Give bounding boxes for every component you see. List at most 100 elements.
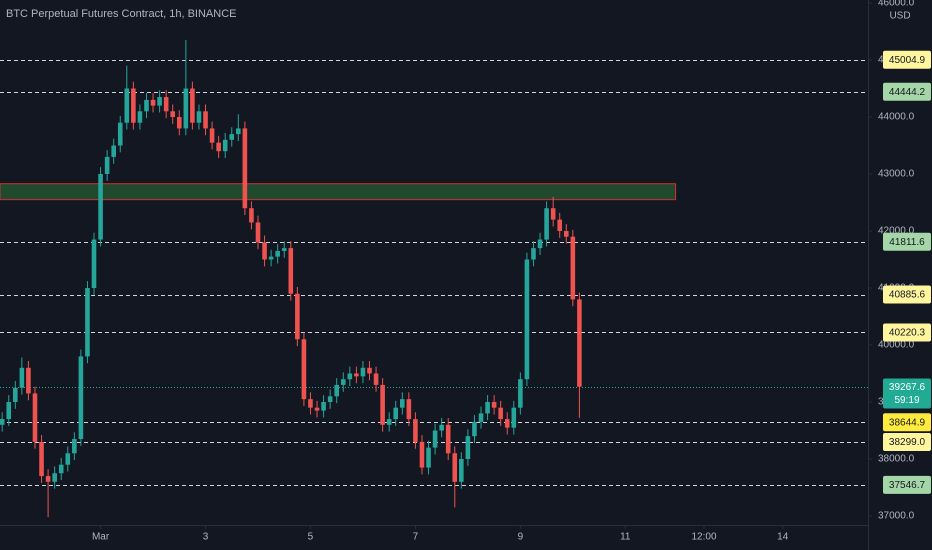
price-tag [883,285,931,304]
candle-body [524,259,530,380]
candle-body [91,239,97,289]
candle-body [373,373,379,385]
price-tag [883,432,931,451]
candle-body [222,139,228,152]
candle-body [465,436,471,459]
candle-body [104,156,110,175]
price-tag-label: 38299.0 [889,437,926,448]
candle-body [288,248,294,294]
candle-body [386,419,392,425]
candle-body [157,97,162,106]
candle-body [144,99,149,112]
price-tag-label: 40885.6 [889,290,926,301]
candle-body [32,393,38,442]
x-tick-label: 12:00 [692,532,717,543]
candle-body [380,384,385,425]
candle-body [65,453,71,465]
x-tick-label: 14 [777,532,789,543]
candle-body [137,111,143,123]
y-tick-label: 46000.0 [878,0,915,9]
candle-body [367,367,372,374]
x-tick-label: 7 [413,532,419,543]
candle-body [0,419,5,425]
candle-body [426,447,431,468]
candle-body [249,208,254,223]
last-price-label: 39267.6 [889,382,926,393]
candle-body [459,458,464,482]
candle-body [72,439,77,454]
candle-body [19,367,25,388]
candle-body [301,339,307,400]
price-tag [883,413,931,432]
x-tick-label: 3 [203,532,209,543]
candle-body [563,231,569,237]
candle-body [52,473,57,482]
zone [0,183,677,201]
candle-body [111,145,116,157]
candle-body [13,387,18,403]
candle-body [327,396,333,403]
candle-body [236,128,241,135]
candle-body [577,299,582,387]
y-tick-label: 38000.0 [878,454,915,465]
candle-body [478,413,484,422]
candle-body [334,384,340,397]
candle-body [511,407,517,428]
candle-body [360,367,366,377]
price-tag-label: 40220.3 [889,328,926,339]
y-tick-label: 37000.0 [878,511,915,522]
candle-body [176,117,182,129]
candle-body [295,293,300,340]
candle-body [117,122,123,146]
candle-body [419,441,425,468]
candle-body [432,430,438,448]
candle-body [275,250,280,257]
candle-body [268,256,274,260]
candle-body [550,208,556,220]
candle-body [281,248,287,251]
candle-body [544,208,549,240]
candle-body [445,424,451,454]
price-tag [883,475,931,494]
candle-body [196,111,202,123]
candle-body [262,242,267,260]
chart-title: BTC Perpetual Futures Contract, 1h, BINA… [6,8,236,20]
candle-body [321,402,326,411]
candle-body [163,97,169,112]
candle-body [340,379,346,385]
y-tick-label: 43000.0 [878,169,915,180]
candle-body [39,441,44,477]
candle-body [439,424,444,431]
x-tick-label: 5 [308,532,314,543]
candle-body [78,356,84,440]
candle-body [203,111,208,129]
candle-body [400,399,405,408]
price-tag-label: 45004.9 [889,55,926,66]
candle-body [124,88,130,123]
candle-body [183,88,189,129]
candle-body [498,407,503,420]
candle-body [85,288,90,357]
candle-body [491,402,497,408]
y-tick-label: 40000.0 [878,340,915,351]
candle-body [209,128,215,143]
price-tag-label: 41811.6 [889,237,925,248]
candle-body [485,402,490,414]
candle-body [45,476,51,482]
candle-body [557,219,563,232]
price-tag [883,232,931,251]
x-tick-label: Mar [92,532,110,543]
candle-body [150,99,156,106]
candle-body [472,421,477,437]
candle-body [504,419,510,428]
candle-body [98,174,103,240]
countdown-label: 59:19 [894,395,919,406]
candle-body [393,407,399,420]
last-price-tag [883,378,931,409]
price-tag [883,50,931,69]
x-tick-label: 11 [620,532,631,543]
price-tag-label: 37546.7 [889,480,926,491]
price-tag-label: 44444.2 [889,87,926,98]
